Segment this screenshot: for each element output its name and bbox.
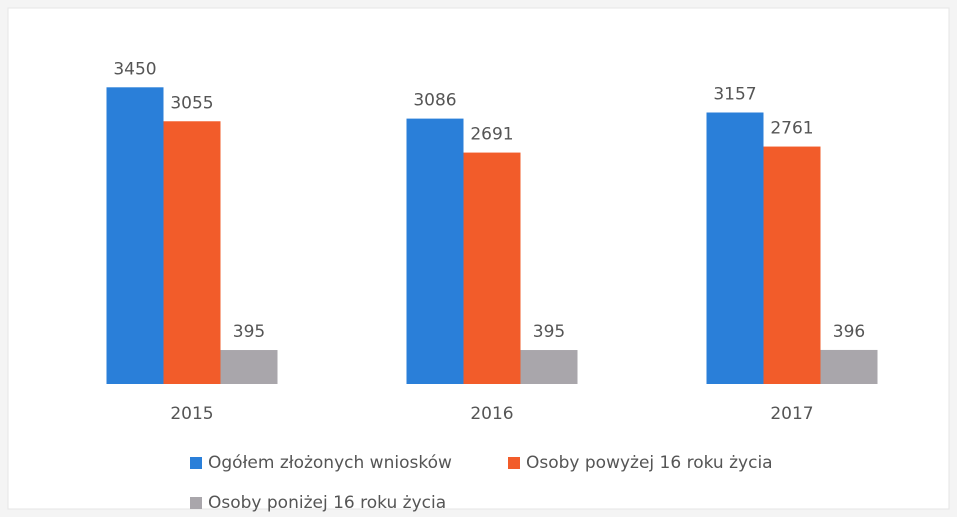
data-label: 395 [533, 322, 565, 342]
bar [463, 152, 521, 384]
data-label: 396 [833, 322, 865, 342]
x-tick-label: 2015 [170, 404, 213, 424]
legend-label: Ogółem złożonych wniosków [208, 453, 452, 473]
data-label: 395 [233, 322, 265, 342]
data-label: 3450 [113, 59, 156, 79]
bar [706, 112, 764, 385]
bar [406, 118, 464, 384]
data-label: 2691 [470, 125, 513, 145]
bar [820, 349, 878, 384]
bar [520, 350, 578, 384]
x-tick-label: 2016 [470, 404, 513, 424]
bar [163, 121, 221, 385]
bar [220, 350, 278, 384]
bar [763, 146, 821, 384]
x-tick-label: 2017 [770, 404, 813, 424]
data-label: 3157 [713, 84, 756, 104]
legend-label: Osoby poniżej 16 roku życia [208, 493, 446, 513]
legend-swatch [508, 457, 520, 469]
legend-swatch [190, 497, 202, 509]
bar [106, 87, 164, 385]
data-label: 3086 [413, 91, 456, 111]
data-label: 3055 [170, 93, 213, 113]
legend-swatch [190, 457, 202, 469]
data-label: 2761 [770, 119, 813, 139]
legend-label: Osoby powyżej 16 roku życia [526, 453, 773, 473]
